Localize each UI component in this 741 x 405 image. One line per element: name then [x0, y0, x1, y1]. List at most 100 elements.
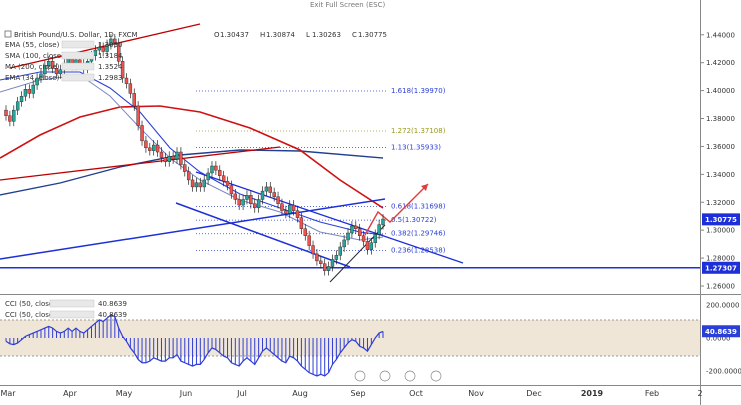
fib-label: 1.272(1.37108)	[391, 127, 446, 135]
x-tick-label: 2	[697, 389, 702, 398]
candle-body	[144, 140, 148, 149]
candle-body	[179, 151, 183, 165]
support-price-tag	[702, 261, 740, 274]
candle-body	[151, 144, 156, 151]
cci-legend-value: 40.8639	[98, 311, 127, 319]
fullscreen-label[interactable]: Exit Full Screen (ESC)	[310, 1, 386, 9]
candle-body	[381, 218, 385, 225]
legend-controls[interactable]	[61, 40, 95, 49]
y-tick-label: 1.44000	[706, 31, 735, 39]
collapse-icon[interactable]	[4, 30, 12, 38]
x-tick-label: May	[116, 389, 133, 398]
candle-body	[249, 195, 253, 204]
candle-body	[225, 181, 230, 186]
legend-value: 1.3030	[98, 41, 123, 49]
candle-body	[229, 185, 234, 195]
zoom-in-icon[interactable]	[379, 370, 391, 382]
candle-body	[194, 182, 199, 188]
y-tick-label: 1.42000	[706, 59, 735, 67]
candle-body	[159, 151, 164, 158]
candle-body	[155, 144, 160, 153]
legend-value: 1.3524	[98, 63, 123, 71]
red-channel-line[interactable]	[9, 23, 201, 69]
candle-body	[101, 47, 105, 52]
candle-body	[373, 234, 377, 243]
fib-label: 0.5(1.30722)	[391, 216, 437, 224]
x-tick-label: 2019	[581, 389, 604, 398]
legend-controls[interactable]	[61, 51, 95, 60]
legend-label: SMA (100, close)	[5, 52, 64, 60]
candle-body	[342, 239, 346, 248]
ohlc-key: H	[260, 31, 265, 39]
fib-label: 0.382(1.29746)	[391, 230, 446, 238]
candle-body	[288, 204, 292, 214]
candle-body	[124, 77, 129, 84]
candle-body	[354, 225, 358, 229]
candle-body	[218, 169, 222, 176]
candle-body	[198, 182, 203, 188]
candle-body	[241, 199, 245, 206]
candle-body	[256, 199, 261, 209]
candle-body	[39, 73, 43, 79]
candle-body	[4, 109, 8, 116]
current-price-label: 1.30775	[705, 216, 737, 224]
cci-histogram	[5, 314, 384, 376]
legend-value: 1.2983	[98, 74, 123, 82]
sma-100-line[interactable]	[0, 105, 384, 209]
x-tick-label: Aug	[292, 389, 308, 398]
legend-value: 1.3184	[98, 52, 123, 60]
x-tick-label: Apr	[63, 389, 78, 398]
candle-body	[136, 105, 140, 126]
candle-body	[233, 193, 238, 200]
fib-label: 1.13(1.35933)	[391, 143, 441, 151]
legend-label: MA (200, close)	[5, 63, 60, 71]
ohlc-value: 1.30263	[312, 31, 341, 39]
candle-body	[330, 259, 335, 267]
candle-body	[202, 179, 206, 188]
candle-body	[357, 228, 362, 236]
candle-body	[109, 38, 113, 45]
reset-icon[interactable]	[430, 370, 442, 382]
y-tick-label: 1.40000	[706, 87, 735, 95]
candle-body	[105, 44, 109, 52]
candle-body	[183, 164, 187, 172]
candle-body	[117, 42, 121, 62]
candle-body	[50, 61, 55, 69]
legend-label: EMA (55, close)	[5, 41, 60, 49]
candle-body	[12, 109, 16, 122]
candle-body	[47, 61, 51, 66]
candle-body	[35, 77, 39, 86]
candle-body	[120, 61, 125, 79]
candle-body	[163, 157, 168, 162]
candle-body	[264, 186, 269, 192]
scroll-icon[interactable]	[404, 370, 416, 382]
candles	[4, 34, 385, 276]
cci-legend-controls[interactable]	[49, 299, 95, 308]
candle-body	[132, 93, 136, 107]
cci-tick-label: -200.0000	[706, 368, 741, 376]
candle-body	[175, 151, 179, 160]
ohlc-value: 1.30775	[358, 31, 387, 39]
candle-body	[31, 84, 35, 94]
candle-body	[334, 255, 339, 260]
red-trend-line[interactable]	[0, 146, 281, 181]
cci-line[interactable]	[5, 314, 384, 377]
cci-tick-label: 200.0000	[706, 302, 739, 310]
channel-upper-line[interactable]	[195, 171, 464, 264]
zoom-out-icon[interactable]	[354, 370, 366, 382]
uptrend-line[interactable]	[0, 198, 386, 260]
y-tick-label: 1.32000	[706, 199, 735, 207]
forecast-arrow-line[interactable]	[364, 183, 429, 236]
candle-body	[323, 263, 327, 271]
cci-legend-label: CCI (50, close)	[5, 311, 56, 319]
x-tick-label: Jul	[236, 389, 247, 398]
cci-legend-controls[interactable]	[49, 310, 95, 319]
cci-legend-label: CCI (50, close)	[5, 300, 56, 308]
y-tick-label: 1.34000	[706, 171, 735, 179]
candle-body	[338, 246, 342, 256]
legend-controls[interactable]	[61, 62, 95, 71]
forecast-arrow-head[interactable]	[421, 184, 428, 191]
legend-controls[interactable]	[61, 73, 95, 82]
